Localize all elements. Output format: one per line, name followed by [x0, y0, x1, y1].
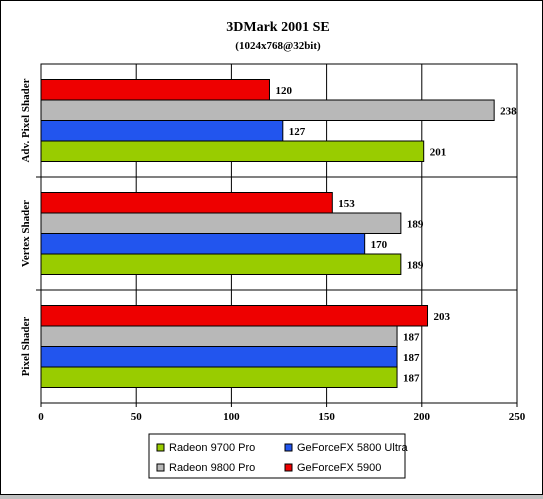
- legend-swatch: [284, 463, 293, 472]
- data-label: 170: [371, 239, 388, 251]
- legend-box: [148, 433, 406, 479]
- bar-geforcefx-5800-ultra: [40, 346, 398, 368]
- data-label: 189: [407, 218, 424, 230]
- bar-geforcefx-5900: [40, 192, 333, 214]
- legend-label: GeForceFX 5800 Ultra: [297, 442, 409, 454]
- bar-radeon-9700-pro: [40, 366, 398, 388]
- legend-swatch: [284, 443, 293, 452]
- axis-layer: 0 50 100 150 200 250 Adv. Pixel Shader Vertex S…: [20, 78, 526, 423]
- x-tick-label: 200: [414, 411, 431, 423]
- x-tick-label: 50: [131, 411, 143, 423]
- bar-layer: 120 238 127 201 153 189 170 189 203 187 187 187: [40, 79, 517, 388]
- x-tick-label: 250: [509, 411, 526, 423]
- chart-subtitle: (1024x768@32bit): [235, 40, 321, 52]
- legend-label: Radeon 9800 Pro: [169, 462, 255, 474]
- bar-radeon-9800-pro: [40, 325, 398, 347]
- chart-title: 3DMark 2001 SE: [226, 20, 329, 35]
- data-label: 120: [275, 85, 292, 97]
- legend: Radeon 9700 Pro GeForceFX 5800 Ultra Radeo…: [148, 433, 409, 479]
- bar-geforcefx-5900: [40, 305, 429, 327]
- legend-label: GeForceFX 5900: [297, 462, 381, 474]
- data-label: 187: [403, 331, 420, 343]
- data-label: 187: [403, 352, 420, 364]
- bar-radeon-9800-pro: [40, 212, 402, 234]
- data-label: 187: [403, 372, 420, 384]
- data-label: 189: [407, 259, 424, 271]
- data-label: 238: [500, 105, 517, 117]
- data-label: 127: [289, 126, 306, 138]
- category-label: Adv. Pixel Shader: [20, 78, 32, 162]
- bar-geforcefx-5900: [40, 79, 270, 101]
- x-tick-label: 100: [223, 411, 240, 423]
- category-label: Vertex Shader: [20, 200, 32, 267]
- legend-label: Radeon 9700 Pro: [169, 442, 255, 454]
- data-label: 201: [430, 146, 447, 158]
- legend-swatch: [156, 463, 165, 472]
- data-label: 203: [434, 311, 451, 323]
- bar-geforcefx-5800-ultra: [40, 120, 284, 142]
- x-tick-label: 150: [318, 411, 335, 423]
- bar-geforcefx-5800-ultra: [40, 233, 366, 255]
- bar-radeon-9700-pro: [40, 253, 402, 275]
- category-label: Pixel Shader: [20, 317, 32, 377]
- x-tick-label: 0: [38, 411, 44, 423]
- legend-swatch: [156, 443, 165, 452]
- data-label: 153: [338, 198, 355, 210]
- bar-radeon-9700-pro: [40, 140, 425, 162]
- bar-radeon-9800-pro: [40, 99, 495, 121]
